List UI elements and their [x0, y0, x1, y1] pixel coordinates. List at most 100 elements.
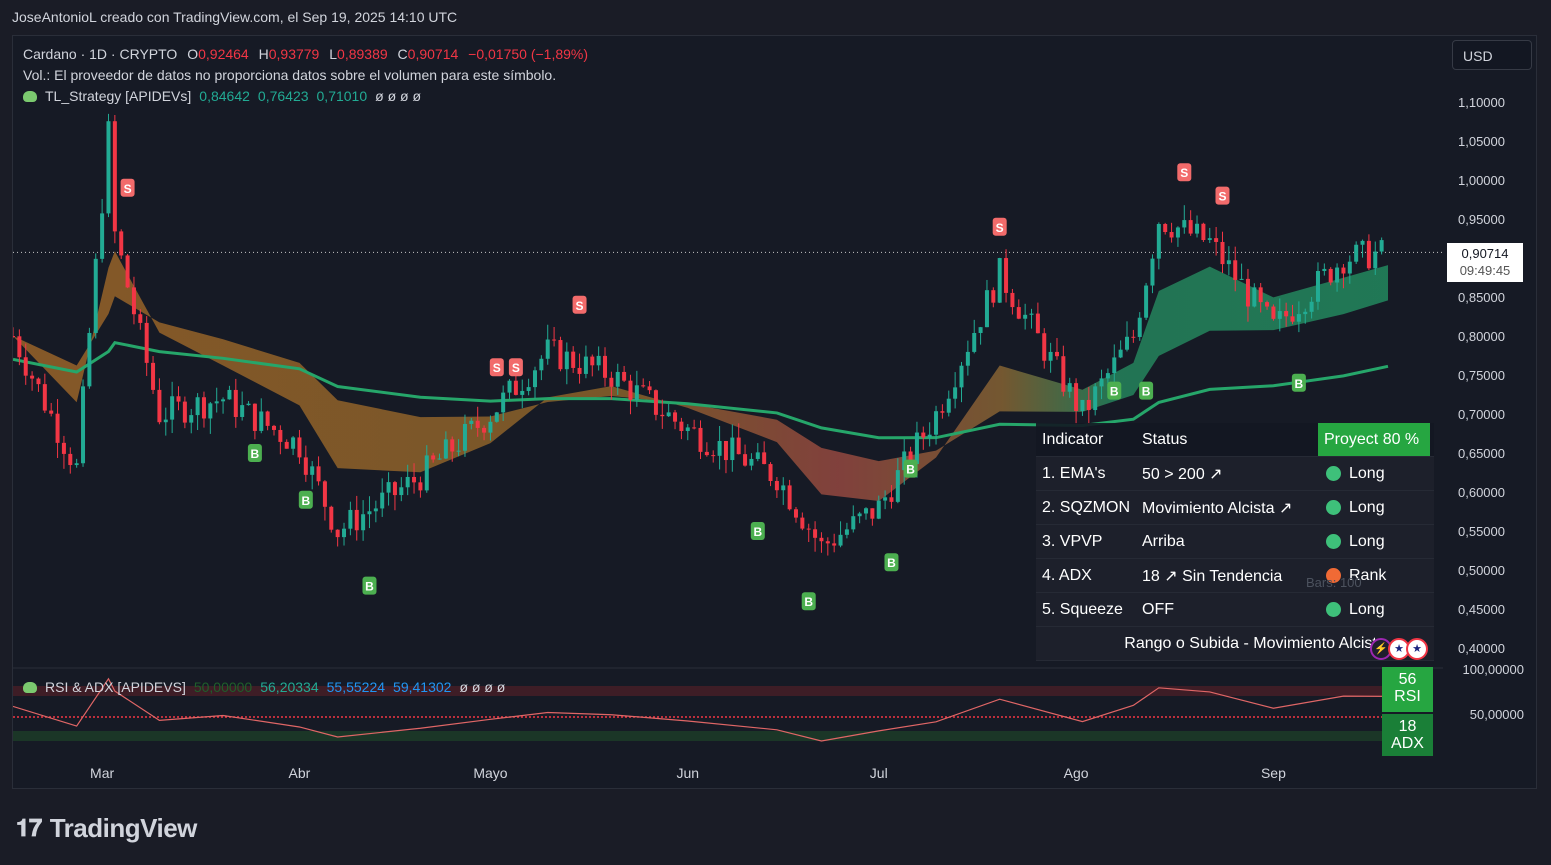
buy-signal-label: B [753, 525, 762, 539]
frog-icon [23, 90, 37, 102]
candle-body [412, 476, 417, 483]
table-row: 4. ADX 18 ↗ Sin Tendencia Rank [1036, 559, 1434, 593]
row-signal-label: Rank [1349, 566, 1387, 584]
candle-body [329, 506, 334, 530]
candle-body [30, 375, 35, 379]
candle-body [1207, 238, 1212, 241]
candle-body [1169, 232, 1174, 238]
price-axis-label: 1,05000 [1458, 134, 1505, 149]
candle-body [653, 390, 658, 415]
buy-signal [801, 592, 816, 611]
candle-body [221, 399, 226, 402]
candle-body [284, 441, 289, 449]
rsi-value-3: 55,55224 [326, 679, 386, 695]
row-indicator: 4. ADX [1042, 566, 1092, 584]
candle-body [475, 420, 480, 428]
buy-signal-label: B [301, 494, 310, 508]
time-axis-label: Abr [289, 765, 311, 781]
row-signal-label: Long [1349, 532, 1385, 550]
price-axis-label: 0,50000 [1458, 563, 1505, 578]
candle-body [564, 351, 569, 370]
strategy-legend[interactable]: TL_Strategy [APIDEVs] 0,84642 0,76423 0,… [23, 88, 421, 104]
rsi-line [13, 677, 1389, 742]
tradingview-logo[interactable]: 𝟏𝟕 TradingView [16, 813, 197, 844]
price-chart[interactable]: 1,100001,050001,000000,950000,900000,850… [13, 36, 1537, 789]
candle-body [1322, 268, 1327, 272]
signal-dot-icon [1326, 466, 1341, 481]
candle-body [195, 397, 200, 416]
rsi-value-1: 50,00000 [193, 679, 253, 695]
buy-signal [362, 576, 377, 595]
candle-body [303, 457, 308, 475]
candle-body [1226, 260, 1231, 265]
candle-body [583, 356, 588, 374]
candle-body [138, 314, 143, 323]
candle-body [81, 386, 86, 464]
adx-badge-label: ADX [1391, 735, 1424, 752]
candle-body [424, 455, 429, 491]
candle-body [1341, 267, 1346, 274]
status-icons[interactable]: ⚡ ★ ★ [1370, 638, 1428, 660]
candle-body [1156, 223, 1161, 259]
candle-body [1048, 351, 1053, 361]
symbol-name[interactable]: Cardano · 1D · CRYPTO [23, 46, 178, 62]
chart-frame[interactable]: 1,100001,050001,000000,950000,900000,850… [12, 35, 1537, 789]
price-axis-label: 0,65000 [1458, 446, 1505, 461]
candle-body [1195, 223, 1200, 234]
buy-signal-label: B [365, 580, 374, 594]
candle-body [1029, 313, 1034, 315]
candle-body [539, 358, 544, 371]
rsi-badge-value: 56 [1398, 671, 1417, 688]
candle-body [685, 427, 690, 432]
candle-body [1137, 317, 1142, 337]
candle-body [36, 378, 41, 385]
candle-body [666, 412, 671, 417]
us-flag-icon-2[interactable]: ★ [1406, 638, 1428, 660]
candle-body [545, 339, 550, 359]
tv-brand-text: TradingView [49, 813, 198, 843]
candle-body [1214, 238, 1219, 242]
candle-body [895, 470, 900, 502]
candle-body [125, 255, 130, 288]
strategy-value-3: 0,71010 [316, 88, 368, 104]
candle-body [552, 339, 557, 341]
price-axis-label: 0,55000 [1458, 524, 1505, 539]
candle-body [1252, 287, 1257, 307]
price-axis-label: 0,75000 [1458, 368, 1505, 383]
candle-body [1010, 292, 1015, 308]
sell-signal [572, 295, 587, 314]
candle-body [851, 516, 856, 530]
row-signal: Rank [1318, 567, 1430, 585]
rsi-panel-name[interactable]: RSI & ADX [APIDEVS] [45, 679, 186, 695]
rsi-legend[interactable]: RSI & ADX [APIDEVS] 50,00000 56,20334 55… [23, 679, 505, 695]
sell-signal [1215, 186, 1230, 205]
candle-body [1131, 336, 1136, 338]
candle-body [17, 336, 22, 358]
candle-body [1373, 251, 1378, 269]
last-price-label: 0,90714 09:49:45 [1447, 243, 1523, 282]
candle-body [864, 508, 869, 514]
currency-button[interactable]: USD [1452, 40, 1532, 70]
candle-body [252, 403, 257, 431]
candle-body [380, 492, 385, 509]
bars-note: Bars: 100 [1306, 575, 1362, 590]
candle-body [93, 258, 98, 333]
candle-body [61, 442, 66, 454]
price-axis-label: 0,95000 [1458, 212, 1505, 227]
candle-body [87, 332, 92, 387]
candle-body [673, 412, 678, 422]
buy-signal-label: B [1142, 385, 1151, 399]
time-axis-label: Mar [90, 765, 114, 781]
candle-body [743, 454, 748, 466]
candle-body [679, 421, 684, 432]
candle-body [876, 500, 881, 519]
candle-body [577, 367, 582, 374]
candle-body [946, 398, 951, 413]
candle-body [1379, 240, 1384, 252]
candle-body [176, 396, 181, 402]
candle-body [870, 508, 875, 519]
strategy-name[interactable]: TL_Strategy [APIDEVs] [45, 88, 192, 104]
frog-icon-2 [23, 681, 37, 693]
candle-body [1354, 244, 1359, 262]
candle-body [265, 411, 270, 426]
